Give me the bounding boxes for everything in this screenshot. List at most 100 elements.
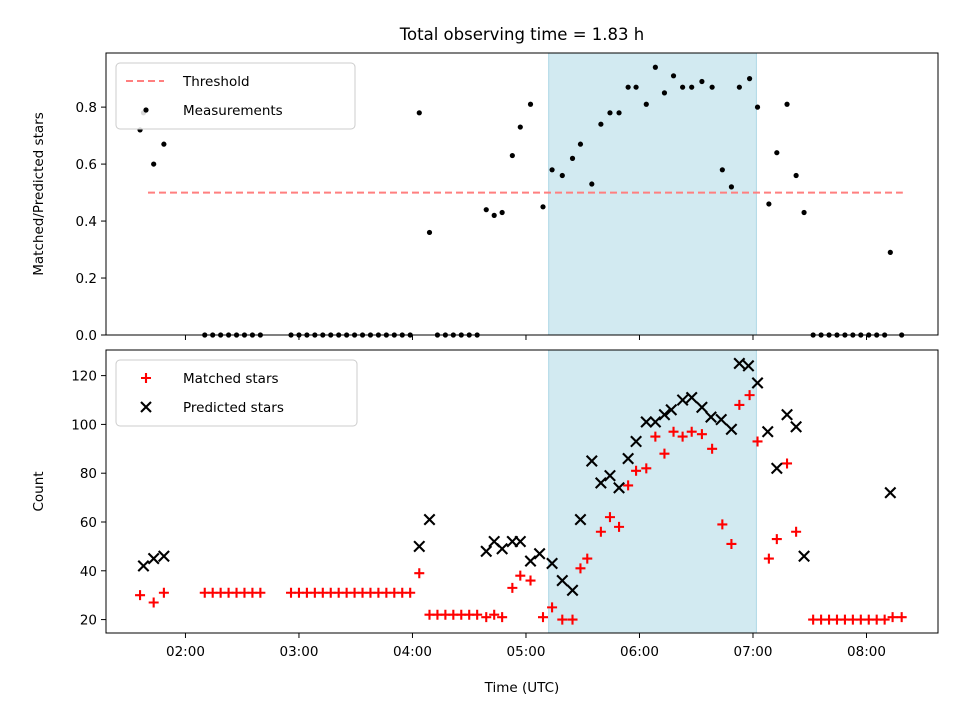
y-tick-label: 40	[80, 564, 97, 580]
matched-stars-point	[507, 582, 518, 593]
x-tick-label: 02:00	[166, 644, 205, 660]
ratio-y-axis-ticks: 0.0 0.2 0.4 0.6 0.8	[76, 100, 106, 344]
matched-stars-point	[887, 612, 898, 623]
y-tick-label: 60	[80, 515, 97, 531]
y-tick-label: 120	[71, 369, 97, 385]
ratio-x-axis-ticks	[184, 335, 867, 340]
count-y-axis-label: Count	[31, 471, 47, 511]
predicted-stars-point	[685, 391, 698, 404]
matched-stars-point	[623, 480, 634, 491]
matched-stars-point	[707, 443, 718, 454]
matched-stars-point	[515, 570, 526, 581]
measurements-point	[161, 141, 167, 147]
measurements-point	[509, 152, 515, 159]
predicted-stars-point	[622, 452, 635, 465]
x-tick-label: 04:00	[393, 644, 432, 660]
matched-stars-point	[650, 431, 661, 442]
measurements-point	[577, 141, 584, 147]
predicted-stars-point	[546, 557, 559, 570]
legend-frame	[115, 62, 356, 130]
predicted-stars-point	[781, 408, 793, 421]
ratio-y-axis-label: Matched/Predicted stars	[31, 112, 47, 275]
predicted-stars-point	[604, 469, 616, 482]
measurements-point	[517, 124, 523, 130]
y-tick-label: 100	[71, 417, 97, 433]
matched-stars-point	[677, 431, 688, 442]
predicted-stars-point	[556, 574, 569, 587]
matched-stars-point	[771, 534, 782, 545]
measurements-point	[540, 204, 546, 210]
count-x-axis-ticks: 02:00 03:00 04:00 05:00 06:00 07:00 08:00	[166, 633, 886, 660]
matched-stars-point	[575, 563, 586, 574]
predicted-stars-point	[705, 411, 717, 424]
predicted-stars-point	[630, 435, 643, 448]
predicted-stars-point	[613, 481, 625, 494]
measurements-point	[625, 84, 631, 90]
matched-stars-point	[497, 612, 508, 623]
measurements-point	[728, 184, 735, 190]
x-tick-label: 06:00	[620, 644, 659, 660]
matched-stars-point	[557, 614, 568, 625]
predicted-stars-point	[751, 376, 764, 389]
y-tick-label: 0.8	[76, 100, 97, 116]
measurements-legend-handle	[143, 107, 149, 113]
measurements-point	[589, 181, 595, 187]
measurements-point	[709, 84, 715, 90]
matched-stars-point	[614, 521, 625, 532]
predicted-stars-point	[157, 550, 170, 563]
measurements-point	[784, 101, 790, 107]
predicted-stars-point	[676, 394, 689, 406]
predicted-stars-point	[640, 416, 653, 428]
predicted-stars-point	[524, 555, 537, 567]
measurements-point	[416, 110, 422, 116]
predicted-stars-point	[423, 513, 436, 526]
measurements-point	[598, 121, 604, 127]
measurements-point	[774, 150, 780, 156]
measurements-point	[527, 101, 534, 107]
x-tick-label: 03:00	[280, 644, 319, 660]
matched-stars-point	[696, 429, 707, 440]
predicted-stars-point	[798, 550, 811, 563]
measurements-point	[633, 84, 639, 90]
matched-stars-point	[489, 609, 500, 620]
y-tick-label: 0.0	[76, 328, 97, 344]
matched-stars-point	[668, 426, 679, 437]
measurements-point	[736, 84, 742, 90]
predicted-stars-legend-handle	[140, 401, 152, 413]
predicted-stars-point	[480, 545, 493, 558]
matched-stars-point	[472, 609, 483, 620]
matched-stars-point	[595, 526, 606, 537]
observing-window-shade	[548, 52, 757, 336]
predicted-stars-point	[514, 535, 527, 548]
measurements-point	[483, 207, 489, 213]
matched-stars-point	[481, 612, 492, 623]
predicted-stars-point	[761, 425, 774, 438]
x-axis-label: Time (UTC)	[484, 680, 560, 696]
ratio-axes-frame	[105, 52, 939, 336]
matched-stars-point	[582, 553, 593, 564]
predicted-stars-point	[770, 462, 783, 475]
predicted-stars-point	[594, 477, 607, 489]
measurements-point	[643, 101, 649, 107]
matched-stars-point	[255, 587, 266, 598]
matched-stars-point	[659, 448, 670, 459]
y-tick-label: 0.2	[76, 271, 97, 287]
measurements-point	[887, 249, 893, 255]
matched-stars-point	[744, 390, 755, 401]
predicted-stars-point	[658, 408, 671, 421]
predicted-stars-point	[733, 357, 746, 370]
measurements-point	[559, 172, 565, 179]
measurements-point	[754, 104, 761, 110]
matched-stars-point	[734, 399, 745, 410]
predicted-stars-point	[496, 542, 509, 555]
predicted-stars-point	[725, 423, 738, 436]
matched-stars-point	[641, 463, 652, 474]
matched-stars-point	[791, 526, 802, 537]
measurements-point	[661, 90, 668, 96]
predicted-stars-point	[790, 420, 803, 433]
y-tick-label: 80	[80, 466, 97, 482]
predicted-stars-point	[566, 584, 579, 597]
matched-stars-point	[763, 553, 774, 564]
observing-window-shade	[548, 349, 757, 634]
y-tick-label: 20	[80, 613, 97, 629]
